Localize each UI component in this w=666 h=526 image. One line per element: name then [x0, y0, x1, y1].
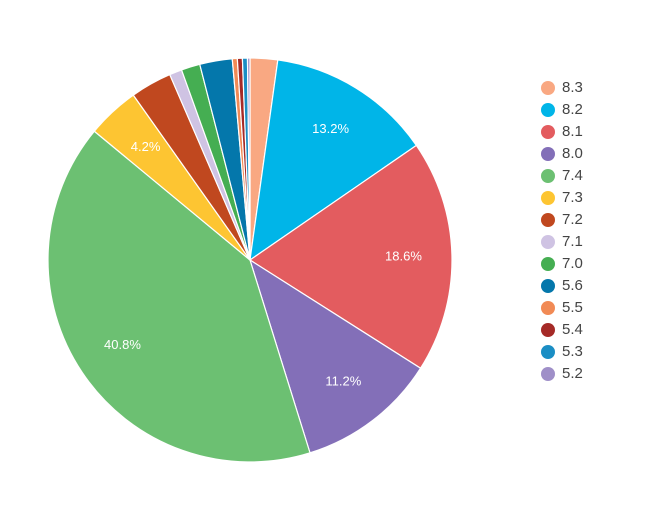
legend-label: 7.4 [562, 167, 583, 184]
pie-slice-8.0[interactable] [248, 258, 422, 454]
legend-swatch [541, 213, 555, 227]
pie-slices [47, 57, 453, 463]
legend-label: 7.2 [562, 211, 583, 228]
legend-swatch [541, 301, 555, 315]
legend-swatch [541, 125, 555, 139]
legend-swatch [541, 235, 555, 249]
legend-label: 5.2 [562, 365, 583, 382]
slice-label-8.0: 11.2% [325, 373, 361, 388]
legend-item-8.2[interactable]: 8.2 [541, 101, 583, 118]
pie-slice-8.2[interactable] [249, 59, 418, 262]
slice-label-7.3: 4.2% [131, 139, 161, 154]
legend-swatch [541, 147, 555, 161]
slice-label-7.4: 40.8% [104, 337, 141, 352]
legend-label: 5.5 [562, 299, 583, 316]
legend-item-5.5[interactable]: 5.5 [541, 299, 583, 316]
legend-swatch [541, 279, 555, 293]
slice-label-8.2: 13.2% [312, 121, 349, 136]
legend-swatch [541, 81, 555, 95]
legend-swatch [541, 191, 555, 205]
legend-label: 7.3 [562, 189, 583, 206]
slice-label-8.1: 18.6% [385, 249, 422, 264]
legend-swatch [541, 103, 555, 117]
legend-label: 5.4 [562, 321, 583, 338]
legend-label: 8.2 [562, 101, 583, 118]
legend-swatch [541, 345, 555, 359]
pie-slice-5.2[interactable] [246, 57, 251, 261]
legend-item-7.2[interactable]: 7.2 [541, 211, 583, 228]
pie-labels: 13.2% 18.6% 11.2% 40.8% 4.2% [104, 121, 422, 389]
legend-item-7.0[interactable]: 7.0 [541, 255, 583, 272]
legend-item-8.3[interactable]: 8.3 [541, 79, 583, 96]
legend-label: 8.1 [562, 123, 583, 140]
legend-item-5.6[interactable]: 5.6 [541, 277, 583, 294]
legend-item-8.1[interactable]: 8.1 [541, 123, 583, 140]
legend-swatch [541, 323, 555, 337]
pie-slice-8.1[interactable] [248, 144, 453, 370]
legend-swatch [541, 169, 555, 183]
legend-item-7.3[interactable]: 7.3 [541, 189, 583, 206]
legend-item-7.1[interactable]: 7.1 [541, 233, 583, 250]
legend-label: 5.3 [562, 343, 583, 360]
legend-label: 7.1 [562, 233, 583, 250]
pie-slice-7.4[interactable] [47, 130, 311, 463]
legend-label: 5.6 [562, 277, 583, 294]
legend: 8.3 8.2 8.1 8.0 7.4 7.3 7.2 7.1 7.0 5.6 5.5 5.4 5.3 5… [541, 79, 583, 382]
legend-item-5.2[interactable]: 5.2 [541, 365, 583, 382]
legend-item-5.3[interactable]: 5.3 [541, 343, 583, 360]
legend-label: 8.3 [562, 79, 583, 96]
legend-swatch [541, 257, 555, 271]
legend-item-7.4[interactable]: 7.4 [541, 167, 583, 184]
legend-label: 7.0 [562, 255, 583, 272]
legend-swatch [541, 367, 555, 381]
legend-item-8.0[interactable]: 8.0 [541, 145, 583, 162]
legend-label: 8.0 [562, 145, 583, 162]
legend-item-5.4[interactable]: 5.4 [541, 321, 583, 338]
